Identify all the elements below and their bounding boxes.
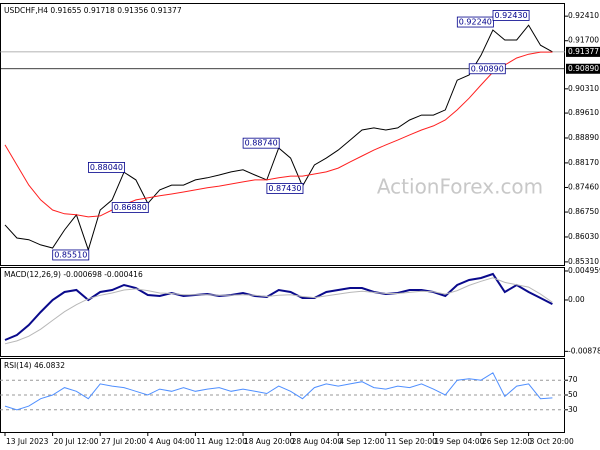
x-tick-label: 4 Aug 04:00 [149, 437, 195, 446]
y-tick-label: 0.004959 [568, 266, 600, 275]
annotation-label: 0.85510 [54, 250, 87, 259]
price-box [566, 63, 600, 74]
y-tick-label: 0.86750 [568, 207, 599, 216]
panel-frame [0, 267, 565, 357]
price-label: 0.90890 [568, 64, 599, 73]
annotation-box [88, 161, 125, 173]
annotation-box [266, 183, 304, 194]
y-tick-label: 50 [568, 390, 578, 399]
x-tick-label: 28 Aug 04:00 [292, 437, 343, 446]
watermark: ActionForex.com [377, 175, 543, 199]
x-tick-label: 18 Aug 20:00 [244, 437, 295, 446]
annotation-label: 0.86880 [114, 203, 147, 212]
series-line [4, 51, 553, 218]
annotation-box [492, 10, 530, 21]
price-box [566, 46, 600, 57]
annotation-label: 0.88040 [90, 163, 123, 172]
annotation-box [52, 249, 90, 261]
annotation-box [242, 137, 280, 149]
y-tick-label: 0.86030 [568, 232, 599, 241]
y-tick-label: 0.89610 [568, 108, 599, 117]
y-tick-label: 0.92410 [568, 11, 599, 20]
y-tick-label: 0.00 [568, 295, 585, 304]
annotation-label: 0.92430 [495, 11, 528, 20]
x-tick-label: 4 Sep 12:00 [339, 437, 385, 446]
y-tick-label: 0.88170 [568, 158, 599, 167]
panel-title: MACD(12,26,9) -0.000698 -0.000416 [4, 270, 143, 279]
panel-title: RSI(14) 46.0832 [4, 361, 65, 370]
y-tick-label: 0.85310 [568, 257, 599, 266]
annotation-label: 0.92240 [459, 18, 492, 27]
y-tick-label: 0.91700 [568, 36, 599, 45]
series-line [4, 272, 553, 341]
annotation-label: 0.87430 [268, 184, 301, 193]
x-tick-label: 13 Jul 2023 [6, 437, 49, 446]
annotation-box [468, 63, 506, 75]
panel-frame [0, 3, 565, 266]
x-tick-label: 19 Sep 04:00 [434, 437, 484, 446]
x-tick-label: 3 Oct 20:00 [530, 437, 574, 446]
annotation-box [456, 16, 494, 28]
panel-title: USDCHF,H4 0.91655 0.91718 0.91356 0.9137… [4, 6, 182, 15]
x-tick-label: 27 Jul 20:00 [101, 437, 146, 446]
x-tick-label: 11 Aug 12:00 [196, 437, 247, 446]
y-tick-label: 0.90310 [568, 84, 599, 93]
x-tick-label: 26 Sep 12:00 [482, 437, 532, 446]
series-line [4, 277, 553, 345]
y-tick-label: 0.88890 [568, 133, 599, 142]
annotation-label: 0.88740 [245, 139, 278, 148]
y-tick-label: 0.87460 [568, 182, 599, 191]
y-tick-label: 70 [568, 375, 578, 384]
annotation-label: 0.90890 [471, 64, 504, 73]
series-line [4, 372, 553, 411]
x-tick-label: 20 Jul 12:00 [54, 437, 99, 446]
y-tick-label: 30 [568, 405, 578, 414]
y-tick-label: -0.008785 [568, 346, 600, 355]
x-tick-label: 11 Sep 20:00 [387, 437, 437, 446]
annotation-box [111, 202, 149, 213]
price-label: 0.91377 [568, 47, 599, 56]
